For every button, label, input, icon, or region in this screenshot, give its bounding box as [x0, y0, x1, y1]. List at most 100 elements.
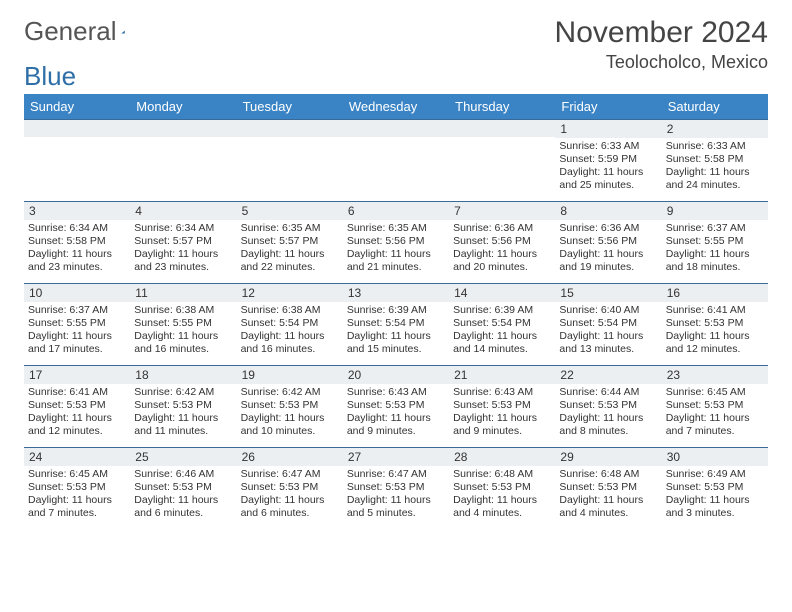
logo-text-2: Blue: [24, 61, 768, 92]
day-content: Sunrise: 6:41 AMSunset: 5:53 PMDaylight:…: [662, 302, 768, 361]
logo: General: [24, 16, 149, 47]
day-number: 3: [24, 202, 130, 220]
day-content: Sunrise: 6:43 AMSunset: 5:53 PMDaylight:…: [449, 384, 555, 443]
day-cell: 1Sunrise: 6:33 AMSunset: 5:59 PMDaylight…: [555, 120, 661, 202]
day-cell: 9Sunrise: 6:37 AMSunset: 5:55 PMDaylight…: [662, 202, 768, 284]
day-content: Sunrise: 6:33 AMSunset: 5:58 PMDaylight:…: [662, 138, 768, 197]
day-number: 9: [662, 202, 768, 220]
day-cell: [237, 120, 343, 202]
day-content: Sunrise: 6:48 AMSunset: 5:53 PMDaylight:…: [449, 466, 555, 525]
day-cell: 26Sunrise: 6:47 AMSunset: 5:53 PMDayligh…: [237, 448, 343, 530]
day-content: Sunrise: 6:36 AMSunset: 5:56 PMDaylight:…: [449, 220, 555, 279]
col-thursday: Thursday: [449, 94, 555, 120]
day-cell: 7Sunrise: 6:36 AMSunset: 5:56 PMDaylight…: [449, 202, 555, 284]
day-content: Sunrise: 6:46 AMSunset: 5:53 PMDaylight:…: [130, 466, 236, 525]
day-content: Sunrise: 6:34 AMSunset: 5:58 PMDaylight:…: [24, 220, 130, 279]
day-number: 5: [237, 202, 343, 220]
col-tuesday: Tuesday: [237, 94, 343, 120]
day-cell: 23Sunrise: 6:45 AMSunset: 5:53 PMDayligh…: [662, 366, 768, 448]
day-number: 20: [343, 366, 449, 384]
day-number: 11: [130, 284, 236, 302]
day-number: 18: [130, 366, 236, 384]
day-number: 29: [555, 448, 661, 466]
day-content: Sunrise: 6:33 AMSunset: 5:59 PMDaylight:…: [555, 138, 661, 197]
day-cell: 5Sunrise: 6:35 AMSunset: 5:57 PMDaylight…: [237, 202, 343, 284]
day-cell: 22Sunrise: 6:44 AMSunset: 5:53 PMDayligh…: [555, 366, 661, 448]
day-number: 23: [662, 366, 768, 384]
week-row: 10Sunrise: 6:37 AMSunset: 5:55 PMDayligh…: [24, 284, 768, 366]
day-number: 25: [130, 448, 236, 466]
day-content: Sunrise: 6:49 AMSunset: 5:53 PMDaylight:…: [662, 466, 768, 525]
day-cell: 14Sunrise: 6:39 AMSunset: 5:54 PMDayligh…: [449, 284, 555, 366]
day-content: Sunrise: 6:37 AMSunset: 5:55 PMDaylight:…: [24, 302, 130, 361]
day-content: Sunrise: 6:48 AMSunset: 5:53 PMDaylight:…: [555, 466, 661, 525]
day-number: 12: [237, 284, 343, 302]
day-content: Sunrise: 6:43 AMSunset: 5:53 PMDaylight:…: [343, 384, 449, 443]
col-saturday: Saturday: [662, 94, 768, 120]
day-cell: 30Sunrise: 6:49 AMSunset: 5:53 PMDayligh…: [662, 448, 768, 530]
day-content: Sunrise: 6:40 AMSunset: 5:54 PMDaylight:…: [555, 302, 661, 361]
day-content: Sunrise: 6:42 AMSunset: 5:53 PMDaylight:…: [237, 384, 343, 443]
day-content: Sunrise: 6:37 AMSunset: 5:55 PMDaylight:…: [662, 220, 768, 279]
logo-text-1: General: [24, 16, 117, 47]
day-number: 15: [555, 284, 661, 302]
day-number: 2: [662, 120, 768, 138]
day-cell: 25Sunrise: 6:46 AMSunset: 5:53 PMDayligh…: [130, 448, 236, 530]
day-cell: 24Sunrise: 6:45 AMSunset: 5:53 PMDayligh…: [24, 448, 130, 530]
day-number: 17: [24, 366, 130, 384]
day-content: [343, 137, 449, 143]
col-friday: Friday: [555, 94, 661, 120]
day-content: Sunrise: 6:42 AMSunset: 5:53 PMDaylight:…: [130, 384, 236, 443]
day-content: Sunrise: 6:38 AMSunset: 5:55 PMDaylight:…: [130, 302, 236, 361]
day-cell: 10Sunrise: 6:37 AMSunset: 5:55 PMDayligh…: [24, 284, 130, 366]
day-cell: [130, 120, 236, 202]
day-number: [449, 120, 555, 137]
day-number: 1: [555, 120, 661, 138]
day-content: Sunrise: 6:47 AMSunset: 5:53 PMDaylight:…: [343, 466, 449, 525]
logo-sail-icon: [121, 21, 125, 43]
day-number: 27: [343, 448, 449, 466]
day-number: [24, 120, 130, 137]
day-content: Sunrise: 6:36 AMSunset: 5:56 PMDaylight:…: [555, 220, 661, 279]
day-cell: 4Sunrise: 6:34 AMSunset: 5:57 PMDaylight…: [130, 202, 236, 284]
day-cell: 8Sunrise: 6:36 AMSunset: 5:56 PMDaylight…: [555, 202, 661, 284]
day-content: Sunrise: 6:39 AMSunset: 5:54 PMDaylight:…: [343, 302, 449, 361]
day-number: 24: [24, 448, 130, 466]
day-cell: 15Sunrise: 6:40 AMSunset: 5:54 PMDayligh…: [555, 284, 661, 366]
weekday-header-row: Sunday Monday Tuesday Wednesday Thursday…: [24, 94, 768, 120]
month-title: November 2024: [555, 16, 768, 50]
day-cell: 28Sunrise: 6:48 AMSunset: 5:53 PMDayligh…: [449, 448, 555, 530]
day-number: 14: [449, 284, 555, 302]
day-content: Sunrise: 6:38 AMSunset: 5:54 PMDaylight:…: [237, 302, 343, 361]
day-cell: 6Sunrise: 6:35 AMSunset: 5:56 PMDaylight…: [343, 202, 449, 284]
day-content: Sunrise: 6:39 AMSunset: 5:54 PMDaylight:…: [449, 302, 555, 361]
day-number: 6: [343, 202, 449, 220]
day-number: 8: [555, 202, 661, 220]
day-content: Sunrise: 6:45 AMSunset: 5:53 PMDaylight:…: [24, 466, 130, 525]
calendar-table: Sunday Monday Tuesday Wednesday Thursday…: [24, 94, 768, 530]
day-cell: 11Sunrise: 6:38 AMSunset: 5:55 PMDayligh…: [130, 284, 236, 366]
week-row: 24Sunrise: 6:45 AMSunset: 5:53 PMDayligh…: [24, 448, 768, 530]
day-cell: 16Sunrise: 6:41 AMSunset: 5:53 PMDayligh…: [662, 284, 768, 366]
day-number: [343, 120, 449, 137]
week-row: 1Sunrise: 6:33 AMSunset: 5:59 PMDaylight…: [24, 120, 768, 202]
day-cell: [449, 120, 555, 202]
day-number: 13: [343, 284, 449, 302]
day-content: Sunrise: 6:45 AMSunset: 5:53 PMDaylight:…: [662, 384, 768, 443]
day-cell: 21Sunrise: 6:43 AMSunset: 5:53 PMDayligh…: [449, 366, 555, 448]
day-cell: [343, 120, 449, 202]
day-content: Sunrise: 6:47 AMSunset: 5:53 PMDaylight:…: [237, 466, 343, 525]
week-row: 17Sunrise: 6:41 AMSunset: 5:53 PMDayligh…: [24, 366, 768, 448]
day-content: [449, 137, 555, 143]
day-number: 26: [237, 448, 343, 466]
day-content: [237, 137, 343, 143]
day-cell: 17Sunrise: 6:41 AMSunset: 5:53 PMDayligh…: [24, 366, 130, 448]
col-monday: Monday: [130, 94, 236, 120]
day-cell: 3Sunrise: 6:34 AMSunset: 5:58 PMDaylight…: [24, 202, 130, 284]
col-sunday: Sunday: [24, 94, 130, 120]
day-content: Sunrise: 6:44 AMSunset: 5:53 PMDaylight:…: [555, 384, 661, 443]
week-row: 3Sunrise: 6:34 AMSunset: 5:58 PMDaylight…: [24, 202, 768, 284]
day-number: 21: [449, 366, 555, 384]
day-cell: 27Sunrise: 6:47 AMSunset: 5:53 PMDayligh…: [343, 448, 449, 530]
day-cell: 13Sunrise: 6:39 AMSunset: 5:54 PMDayligh…: [343, 284, 449, 366]
